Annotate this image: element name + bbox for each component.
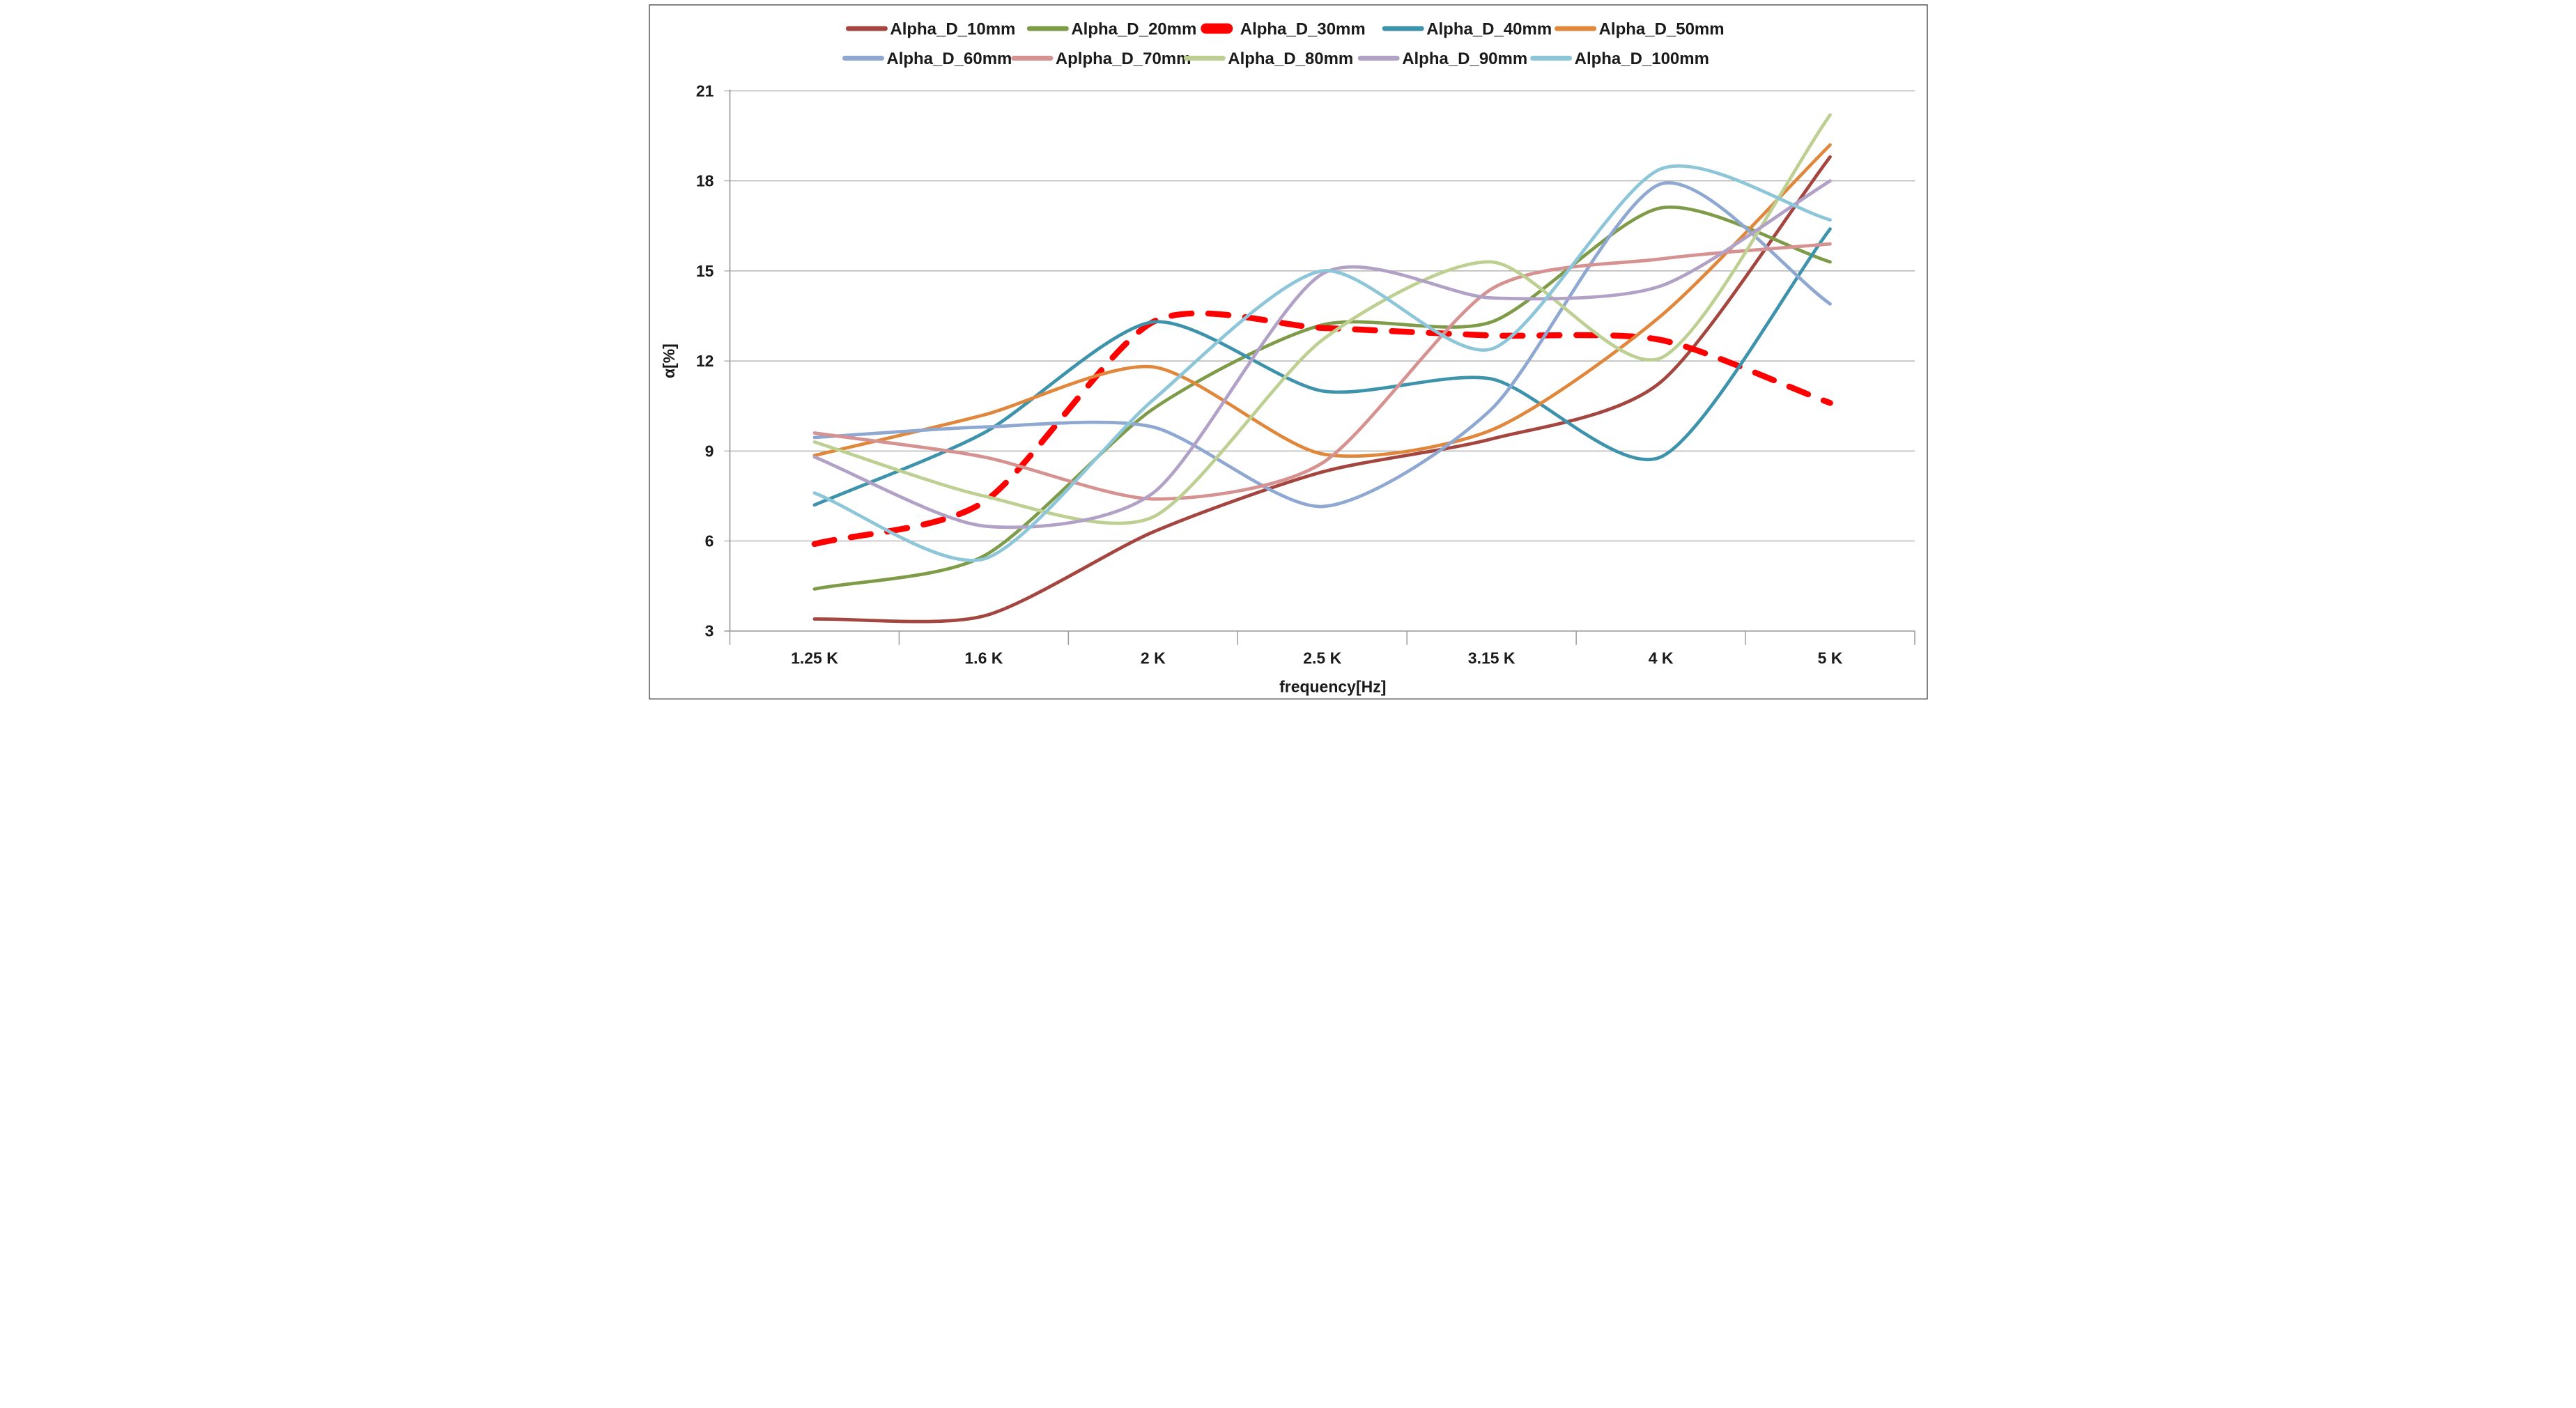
- y-tick-label-6: 6: [704, 532, 714, 550]
- legend-item-alpha_d_50mm[interactable]: Alpha_D_50mm: [1554, 20, 1724, 38]
- legend-label-alpha_d_50mm: Alpha_D_50mm: [1598, 20, 1724, 38]
- legend-item-alpha_d_20mm[interactable]: Alpha_D_20mm: [1026, 20, 1196, 38]
- legend-item-aplpha_d_70mm[interactable]: Aplpha_D_70mm: [1010, 49, 1191, 68]
- legend-item-alpha_d_90mm[interactable]: Alpha_D_90mm: [1357, 49, 1527, 68]
- x-tick-label-4: 2.5 K: [1303, 649, 1341, 667]
- series-line-alpha_d_10mm[interactable]: [812, 155, 1832, 624]
- legend-label-alpha_d_90mm: Alpha_D_90mm: [1402, 49, 1527, 68]
- series-line-alpha_d_100mm[interactable]: [812, 164, 1832, 562]
- y-tick-label-15: 15: [695, 262, 714, 280]
- series-line-alpha_d_20mm[interactable]: [812, 205, 1832, 591]
- legend-item-alpha_d_60mm[interactable]: Alpha_D_60mm: [842, 49, 1012, 68]
- y-tick-label-18: 18: [695, 172, 714, 190]
- absorption-coefficient-line-chart: 3 6 9 12 15 18 21 1.25 K 1.6 K 2 K 2.5 K 3.15 K 4 K 5…: [644, 0, 1932, 704]
- legend-label-alpha_d_100mm: Alpha_D_100mm: [1574, 49, 1709, 68]
- x-axis-title: frequency[Hz]: [1279, 678, 1386, 696]
- x-tick-label-2: 1.6 K: [964, 649, 1003, 667]
- chart-background: [644, 0, 1932, 704]
- legend-item-alpha_d_30mm[interactable]: Alpha_D_30mm: [1200, 20, 1365, 38]
- series-line-alpha_d_60mm[interactable]: [812, 180, 1832, 509]
- y-axis-title: α[%]: [659, 343, 677, 378]
- chart-outer-border: [648, 4, 1928, 699]
- chart-container: 3 6 9 12 15 18 21 1.25 K 1.6 K 2 K 2.5 K 3.15 K 4 K 5…: [644, 0, 1932, 704]
- x-tick-label-1: 1.25 K: [791, 649, 838, 667]
- legend-item-alpha_d_80mm[interactable]: Alpha_D_80mm: [1183, 49, 1353, 68]
- series-line-aplpha_d_70mm[interactable]: [812, 242, 1832, 501]
- y-tick-label-21: 21: [695, 82, 714, 100]
- series-line-alpha_d_40mm[interactable]: [812, 227, 1832, 507]
- legend-label-aplpha_d_70mm: Aplpha_D_70mm: [1055, 49, 1191, 68]
- y-tick-label-12: 12: [695, 352, 714, 370]
- legend-label-alpha_d_20mm: Alpha_D_20mm: [1071, 20, 1196, 38]
- legend-label-alpha_d_30mm: Alpha_D_30mm: [1240, 20, 1365, 38]
- series-line-alpha_d_90mm[interactable]: [812, 179, 1832, 529]
- legend-label-alpha_d_60mm: Alpha_D_60mm: [886, 49, 1012, 68]
- legend-label-alpha_d_80mm: Alpha_D_80mm: [1228, 49, 1353, 68]
- series-line-alpha_d_50mm[interactable]: [812, 143, 1832, 458]
- y-tick-label-9: 9: [704, 442, 714, 460]
- y-tick-label-3: 3: [704, 622, 714, 640]
- legend-item-alpha_d_10mm[interactable]: Alpha_D_10mm: [845, 20, 1015, 38]
- series-line-alpha_d_80mm[interactable]: [812, 113, 1832, 525]
- series-line-alpha_d_30mm[interactable]: [811, 310, 1833, 548]
- legend-label-alpha_d_40mm: Alpha_D_40mm: [1426, 20, 1552, 38]
- legend-label-alpha_d_10mm: Alpha_D_10mm: [890, 20, 1015, 38]
- x-tick-label-6: 4 K: [1648, 649, 1673, 667]
- legend-item-alpha_d_100mm[interactable]: Alpha_D_100mm: [1529, 49, 1709, 68]
- x-tick-label-5: 3.15 K: [1467, 649, 1515, 667]
- legend-item-alpha_d_40mm[interactable]: Alpha_D_40mm: [1382, 20, 1552, 38]
- x-tick-label-3: 2 K: [1140, 649, 1165, 667]
- x-tick-label-7: 5 K: [1817, 649, 1842, 667]
